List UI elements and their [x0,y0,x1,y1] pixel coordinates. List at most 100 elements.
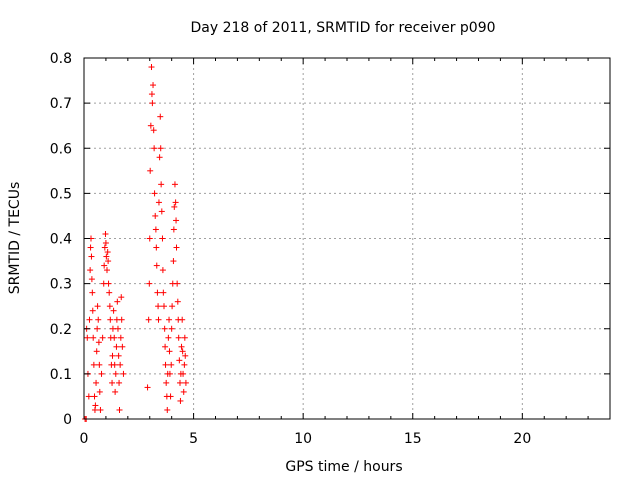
data-point [96,361,103,368]
data-point [106,303,113,310]
data-point [84,334,91,341]
chart-title: Day 218 of 2011, SRMTID for receiver p09… [190,20,495,36]
data-point [111,361,118,368]
data-point [168,361,175,368]
data-point [181,361,188,368]
data-point [153,262,160,269]
data-point [178,343,185,350]
data-point [181,334,188,341]
y-tick-label: 0.3 [50,277,72,293]
data-point [118,294,125,301]
data-point [161,325,168,332]
data-point [101,262,108,269]
x-axis-label: GPS time / hours [285,459,402,475]
data-point [173,244,180,251]
data-point [116,406,123,413]
data-point [85,393,92,400]
data-point [155,316,162,323]
data-point [172,199,179,206]
data-point [157,145,164,152]
data-point [102,240,109,247]
data-point [119,343,126,350]
y-tick-label: 0.5 [50,186,72,202]
data-point [117,361,124,368]
data-point [92,402,99,409]
data-point [182,352,189,359]
data-point [151,190,158,197]
y-tick-label: 0.8 [50,51,72,67]
data-point [168,325,175,332]
data-point [167,393,174,400]
data-point [158,181,165,188]
data-point [118,316,125,323]
data-point [99,334,106,341]
data-point [111,334,118,341]
data-point [171,181,178,188]
data-point [151,145,158,152]
data-point [109,379,116,386]
data-point [95,339,102,346]
data-point [174,280,181,287]
data-point [87,267,94,274]
data-point [164,406,171,413]
data-point [114,325,121,332]
y-tick-label: 0 [63,412,72,428]
y-tick-label: 0.7 [50,96,72,112]
data-point [148,91,155,98]
data-point [152,226,159,233]
y-tick-label: 0.4 [50,232,72,248]
data-point [93,348,100,355]
data-point [88,253,95,260]
data-point [107,316,114,323]
data-point [159,235,166,242]
data-point [146,235,153,242]
data-point [98,370,105,377]
data-point [102,230,109,237]
data-point [94,303,101,310]
data-point [95,316,102,323]
data-point [179,316,186,323]
data-point [153,244,160,251]
data-point [165,334,172,341]
data-point [160,289,167,296]
x-tick-label: 0 [80,431,89,447]
data-point [170,226,177,233]
data-point [105,258,112,265]
data-point [155,303,162,310]
data-point [113,343,120,350]
data-point [89,307,96,314]
data-point [180,370,187,377]
data-point [105,280,112,287]
data-point [110,307,117,314]
data-point [147,167,154,174]
data-point [112,370,119,377]
x-tick-label: 10 [294,431,312,447]
data-point [109,352,116,359]
data-point [154,289,161,296]
data-point [171,203,178,210]
data-point [173,217,180,224]
data-point [180,388,187,395]
axis-ticks: 0 5 10 15 20 0 0.1 0.2 0.3 0.4 0.5 0.6 0.7 0.8 [50,51,611,447]
data-point [115,352,122,359]
data-point [160,303,167,310]
data-point [156,154,163,161]
data-point [159,267,166,274]
y-tick-label: 0.1 [50,367,72,383]
data-point [117,334,124,341]
plot-frame [83,57,611,420]
data-point [158,208,165,215]
data-point [87,244,94,251]
data-point [150,82,157,89]
data-point [93,379,100,386]
data-point [152,212,159,219]
data-point [94,325,101,332]
data-point [175,334,182,341]
data-point [155,199,162,206]
data-point [150,127,157,134]
x-tick-label: 5 [189,431,198,447]
y-tick-label: 0.6 [50,141,72,157]
data-point [109,325,116,332]
